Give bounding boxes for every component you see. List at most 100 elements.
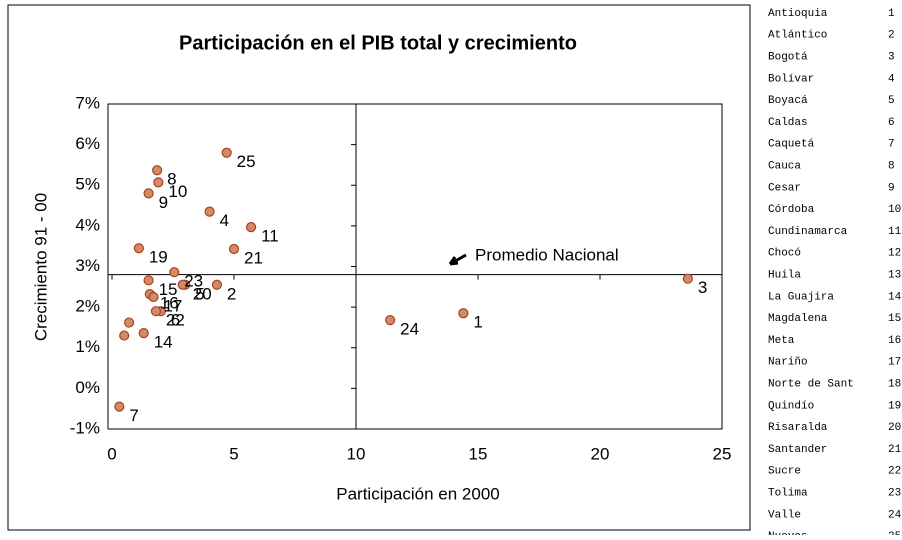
x-tick-label: 20: [591, 444, 610, 463]
table-number: 16: [888, 335, 901, 347]
table-name: Sucre: [768, 466, 801, 478]
point: [123, 317, 135, 328]
table-number: 6: [888, 117, 895, 129]
table-number: 3: [888, 52, 895, 64]
table-number: 15: [888, 313, 901, 325]
y-tick-label: 3%: [75, 256, 100, 275]
table-name: Valle: [768, 509, 801, 521]
table-name: Santander: [768, 444, 827, 456]
table-name: Meta: [768, 335, 795, 347]
point-label: 24: [400, 320, 419, 339]
point: [119, 330, 130, 341]
annotation: Promedio Nacional: [475, 245, 619, 264]
table-number: 12: [888, 248, 901, 260]
table-number: 20: [888, 422, 901, 434]
table-name: Magdalena: [768, 313, 828, 325]
table-name: Bolívar: [768, 73, 814, 85]
x-tick-label: 15: [469, 444, 488, 463]
point-label: 23: [184, 272, 203, 291]
point: [150, 306, 162, 317]
point-label: 22: [166, 311, 185, 330]
table-number: 4: [888, 73, 895, 85]
point-label: 7: [129, 406, 138, 425]
table-number: 9: [888, 182, 895, 194]
table-name: Nuevos: [768, 531, 808, 535]
point-label: 20: [193, 284, 212, 303]
point: [138, 328, 149, 339]
point: [221, 147, 232, 158]
table-number: 25: [888, 531, 901, 535]
table-name: Antioquia: [768, 8, 828, 20]
table-name: Cundinamarca: [768, 226, 848, 238]
annotation-arrow: [448, 253, 467, 266]
table-number: 18: [888, 379, 901, 391]
plot-frame: [107, 103, 723, 430]
point: [245, 221, 257, 233]
table-name: Risaralda: [768, 422, 828, 434]
table-number: 17: [888, 357, 901, 369]
table-name: Tolima: [768, 488, 808, 500]
point-label: 21: [244, 249, 263, 268]
point: [114, 401, 125, 412]
table-name: Boyacá: [768, 95, 808, 107]
point-label: 11: [261, 227, 279, 246]
point: [385, 315, 396, 326]
table-number: 23: [888, 488, 901, 500]
table-number: 22: [888, 466, 901, 478]
table-number: 11: [888, 226, 902, 238]
side-table: Antioquia 1 Atlántico 2 Bogotá 3 Bolívar 4 Boyac…: [768, 8, 902, 540]
point: [228, 243, 240, 255]
table-name: Quindío: [768, 400, 814, 412]
point-label: 19: [149, 248, 168, 267]
table-name: Chocó: [768, 248, 801, 260]
point: [153, 177, 164, 188]
x-tick-label: 10: [347, 444, 366, 463]
table-name: Cauca: [768, 161, 801, 173]
chart-title: Participación en el PIB total y crecimie…: [179, 32, 577, 54]
table-name: Caldas: [768, 117, 808, 129]
point: [211, 279, 223, 290]
table-number: 8: [888, 161, 895, 173]
point-label: 10: [168, 182, 187, 201]
table-name: Bogotá: [768, 52, 808, 64]
point: [682, 273, 693, 284]
y-tick-label: 4%: [75, 215, 100, 234]
table-number: 14: [888, 291, 902, 303]
point-label: 17: [163, 296, 182, 315]
point-label: 3: [698, 278, 707, 297]
table-number: 21: [888, 444, 902, 456]
table-name: Norte de Sant: [768, 379, 854, 391]
point: [148, 291, 159, 303]
table-name: Córdoba: [768, 204, 815, 216]
point-label: 14: [154, 333, 173, 352]
table-name: Huila: [768, 270, 801, 282]
table-name: Cesar: [768, 182, 801, 194]
point-label: 6: [171, 311, 180, 330]
table-number: 7: [888, 139, 895, 151]
y-tick-label: -1%: [70, 418, 100, 437]
table-number: 24: [888, 509, 902, 521]
point: [177, 279, 188, 290]
table-number: 1: [888, 8, 895, 20]
point-label: 15: [159, 280, 178, 299]
point-label: 4: [220, 211, 229, 230]
y-tick-label: 0%: [75, 378, 100, 397]
table-name: La Guajira: [768, 291, 834, 303]
table-number: 19: [888, 400, 901, 412]
point: [143, 188, 154, 199]
x-tick-label: 25: [713, 444, 732, 463]
table-number: 10: [888, 204, 901, 216]
table-name: Atlántico: [768, 30, 827, 42]
point-label: 8: [167, 170, 176, 189]
y-tick-label: 5%: [75, 175, 100, 194]
y-tick-label: 6%: [75, 134, 100, 153]
point: [143, 275, 154, 286]
point-label: 1: [473, 313, 482, 332]
chart-border: [7, 4, 751, 531]
point-label: 2: [227, 284, 236, 303]
point-label: 9: [159, 193, 168, 212]
table-number: 13: [888, 270, 901, 282]
x-tick-label: 5: [229, 444, 238, 463]
